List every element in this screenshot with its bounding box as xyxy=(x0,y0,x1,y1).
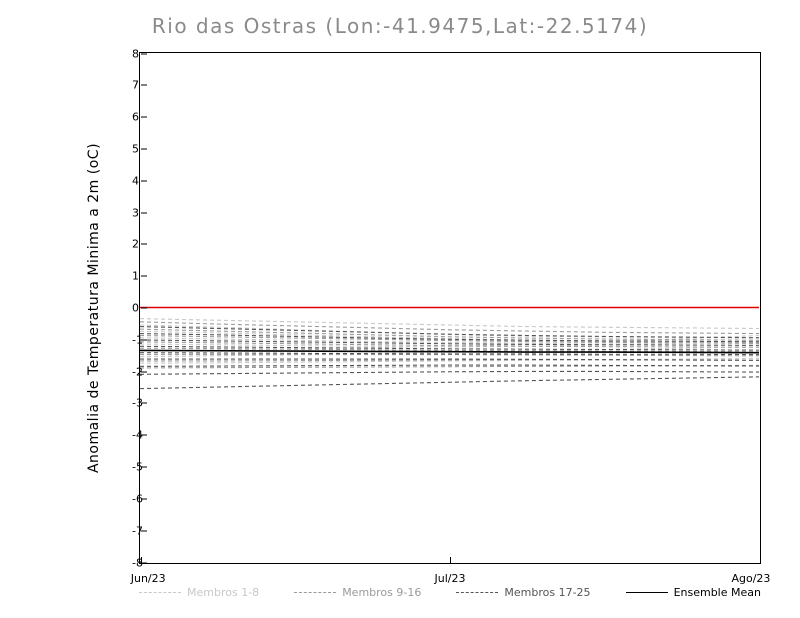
member-line xyxy=(140,345,759,351)
chart-legend: Membros 1-8 Membros 9-16 Membros 17-25 Ense… xyxy=(139,582,761,602)
y-tick-mark xyxy=(140,339,147,341)
x-tick-label: Ago/23 xyxy=(731,572,771,585)
y-tick-mark xyxy=(140,562,147,563)
member-line xyxy=(140,340,759,348)
y-tick-mark xyxy=(140,371,147,373)
member-line xyxy=(140,337,759,344)
y-tick-mark xyxy=(140,212,147,214)
x-tick-label: Jun/23 xyxy=(130,572,166,585)
member-line xyxy=(140,364,759,367)
y-tick-mark xyxy=(140,275,147,277)
page-title: Rio das Ostras (Lon:-41.9475,Lat:-22.517… xyxy=(151,14,649,38)
y-axis-label: Anomalia de Temperatura Minima a 2m (oC) xyxy=(86,142,102,474)
y-tick-mark xyxy=(140,84,147,86)
member-line xyxy=(140,339,759,346)
plot-lines xyxy=(140,306,759,390)
x-tick-mark xyxy=(450,556,451,563)
y-tick-mark xyxy=(140,148,147,150)
legend-label: Membros 9-16 xyxy=(342,585,422,599)
member-line xyxy=(140,328,759,341)
y-tick-mark xyxy=(140,402,147,404)
member-line xyxy=(140,359,759,362)
member-line xyxy=(140,352,759,356)
y-tick-mark xyxy=(140,307,147,309)
member-line xyxy=(140,326,759,339)
legend-label: Membros 17-25 xyxy=(504,585,591,599)
member-line xyxy=(140,334,759,351)
legend-swatch-icon xyxy=(294,591,337,593)
y-tick-mark xyxy=(140,434,147,436)
member-line xyxy=(140,358,759,361)
legend-swatch-icon xyxy=(456,591,499,593)
plot-area xyxy=(139,52,761,564)
x-tick-label: Jul/23 xyxy=(434,572,466,585)
y-tick-mark xyxy=(140,466,147,468)
y-tick-mark xyxy=(140,498,147,500)
member-line xyxy=(140,370,759,375)
member-line xyxy=(140,330,759,344)
member-line xyxy=(140,347,759,353)
y-tick-mark xyxy=(140,530,147,532)
y-tick-mark xyxy=(140,53,147,54)
x-tick-mark xyxy=(759,556,761,563)
ensemble-mean-line xyxy=(140,349,759,354)
member-line xyxy=(140,334,759,344)
member-line xyxy=(140,341,759,348)
legend-swatch-icon xyxy=(625,591,668,593)
member-line xyxy=(140,354,759,357)
member-line xyxy=(140,357,759,364)
x-tick-mark xyxy=(140,556,142,563)
member-line xyxy=(140,364,759,369)
member-line xyxy=(140,318,759,330)
y-axis-label-container: Anomalia de Temperatura Minima a 2m (oC) xyxy=(86,52,120,564)
legend-swatch-icon xyxy=(139,591,181,593)
legend-label: Ensemble Mean xyxy=(673,585,761,599)
legend-item: Membros 1-8 xyxy=(139,586,259,599)
member-line xyxy=(140,321,759,335)
member-line xyxy=(140,333,759,343)
legend-label: Membros 1-8 xyxy=(187,585,260,599)
y-tick-mark xyxy=(140,180,147,182)
legend-item: Membros 17-25 xyxy=(456,585,591,599)
y-tick-mark xyxy=(140,243,147,245)
y-tick-mark xyxy=(140,116,147,118)
legend-item: Membros 9-16 xyxy=(294,586,421,599)
legend-item: Ensemble Mean xyxy=(625,585,761,599)
member-line xyxy=(140,376,759,390)
